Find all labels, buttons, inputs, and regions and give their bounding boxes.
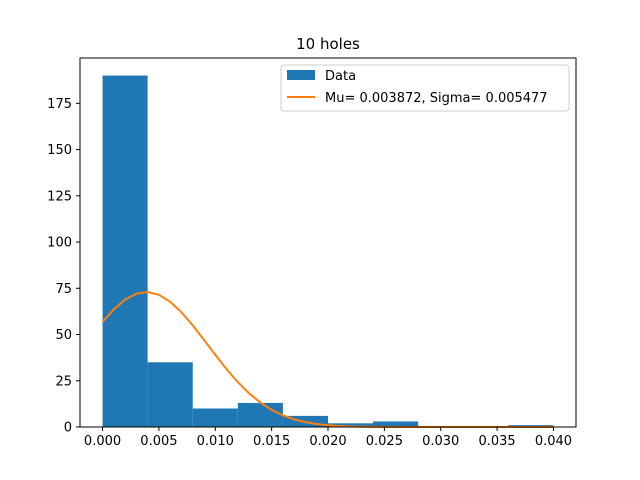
chart-title: 10 holes bbox=[296, 35, 360, 53]
y-tick-label: 0 bbox=[64, 421, 72, 436]
y-tick-label: 50 bbox=[55, 328, 72, 343]
histogram-bar bbox=[147, 362, 193, 427]
x-tick-label: 0.025 bbox=[366, 434, 403, 449]
legend-label-data: Data bbox=[325, 69, 356, 84]
axes: 0.000 0.005 0.010 0.015 0.020 0.025 0.030 0.035… bbox=[47, 57, 577, 449]
legend-box bbox=[280, 64, 570, 112]
x-tick-label: 0.030 bbox=[422, 434, 459, 449]
histogram-bar bbox=[373, 421, 419, 427]
x-tick-label: 0.005 bbox=[140, 434, 177, 449]
y-tick-label: 125 bbox=[47, 189, 72, 204]
histogram-bar bbox=[328, 423, 374, 427]
x-tick-label: 0.015 bbox=[253, 434, 290, 449]
y-tick-label: 175 bbox=[47, 97, 72, 112]
histogram-bar bbox=[192, 408, 238, 427]
x-tick-label: 0.040 bbox=[535, 434, 572, 449]
histogram-bar bbox=[237, 402, 283, 427]
legend-swatch-data bbox=[287, 70, 315, 80]
x-tick-label: 0.000 bbox=[84, 434, 121, 449]
y-tick-label: 25 bbox=[55, 374, 72, 389]
x-tick-label: 0.020 bbox=[309, 434, 346, 449]
y-tick-label: 150 bbox=[47, 143, 72, 158]
legend-label-fit: Mu= 0.003872, Sigma= 0.005477 bbox=[325, 91, 548, 106]
histogram-bar bbox=[102, 75, 148, 428]
y-tick-label: 75 bbox=[55, 282, 72, 297]
legend: Data Mu= 0.003872, Sigma= 0.005477 bbox=[280, 64, 570, 112]
y-tick-label: 100 bbox=[47, 236, 72, 251]
x-tick-label: 0.035 bbox=[478, 434, 515, 449]
histogram-bars bbox=[102, 75, 554, 428]
x-tick-label: 0.010 bbox=[197, 434, 234, 449]
